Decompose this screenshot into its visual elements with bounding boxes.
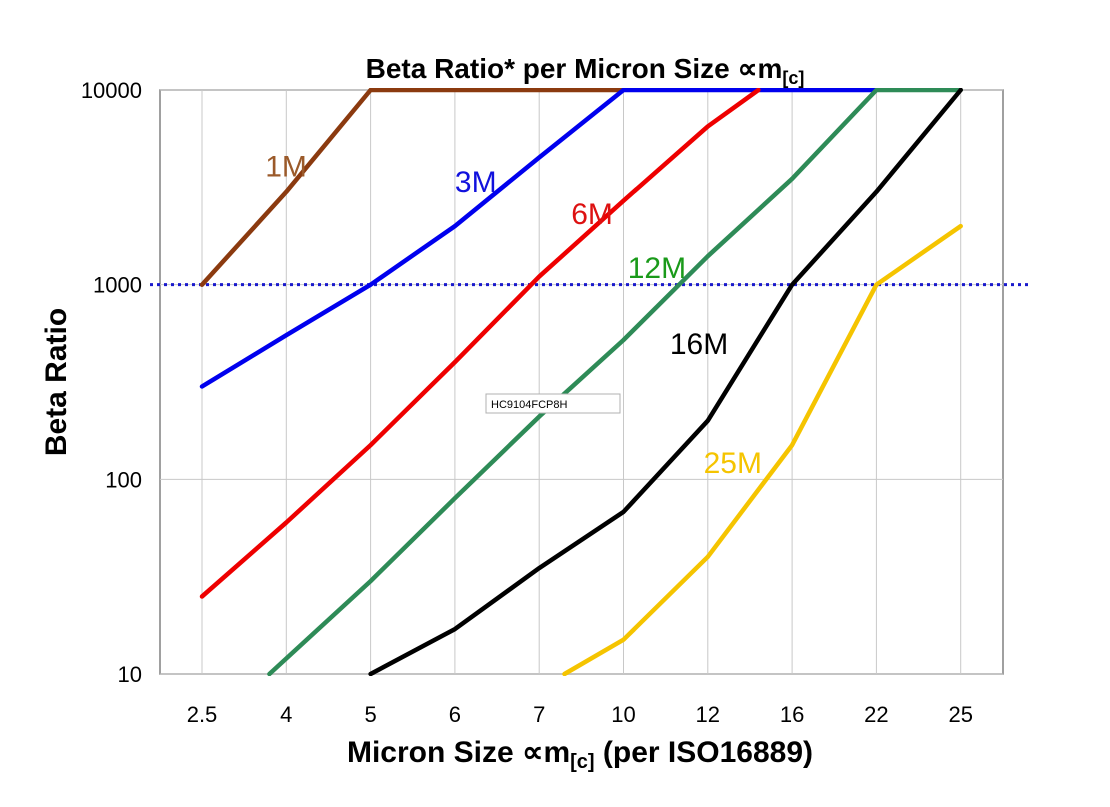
- y-axis-title: Beta Ratio: [40, 308, 73, 456]
- tooltip-text: HC9104FCP8H: [491, 399, 567, 411]
- x-tick-label: 12: [696, 702, 720, 727]
- series-line-3m: [199, 88, 879, 389]
- y-tick-label: 1000: [93, 273, 142, 298]
- x-tick-label: 2.5: [187, 702, 218, 727]
- series-line-16m: [368, 88, 963, 676]
- x-axis-ticks: 2.5 4 5 6 7 10 12 16 22 25: [187, 702, 973, 727]
- series-line-12m: [267, 88, 963, 676]
- series-label-16m: 16M: [670, 328, 728, 361]
- x-tick-label: 10: [611, 702, 635, 727]
- y-axis-ticks: 10 100 1000 10000: [81, 78, 142, 687]
- y-tick-label: 10000: [81, 78, 142, 103]
- series-label-6m: 6M: [571, 198, 613, 231]
- series-lines: [199, 88, 963, 676]
- y-tick-label: 100: [105, 467, 142, 492]
- x-tick-label: 7: [533, 702, 545, 727]
- chart-title: Beta Ratio* per Micron Size ∝m[c]: [366, 53, 805, 88]
- series-label-25m: 25M: [704, 447, 762, 480]
- series-label-1m: 1M: [265, 150, 307, 183]
- x-tick-label: 16: [780, 702, 804, 727]
- x-tick-label: 4: [280, 702, 292, 727]
- series-label-12m: 12M: [628, 252, 686, 285]
- x-axis-title: Micron Size ∝m[c] (per ISO16889): [347, 736, 813, 773]
- series-line-6m: [199, 88, 761, 599]
- x-tick-label: 5: [364, 702, 376, 727]
- x-tick-label: 25: [948, 702, 972, 727]
- tooltip-box: HC9104FCP8H: [485, 393, 621, 414]
- series-line-1m: [199, 88, 626, 287]
- series-labels: 1M 3M 6M 12M 16M 25M: [265, 150, 762, 479]
- x-tick-label: 22: [864, 702, 888, 727]
- tooltip-frame: [485, 393, 621, 414]
- gridlines: [160, 89, 1003, 675]
- x-tick-label: 6: [449, 702, 461, 727]
- y-tick-label: 10: [118, 662, 142, 687]
- series-line-25m: [562, 223, 963, 676]
- series-label-3m: 3M: [455, 166, 497, 199]
